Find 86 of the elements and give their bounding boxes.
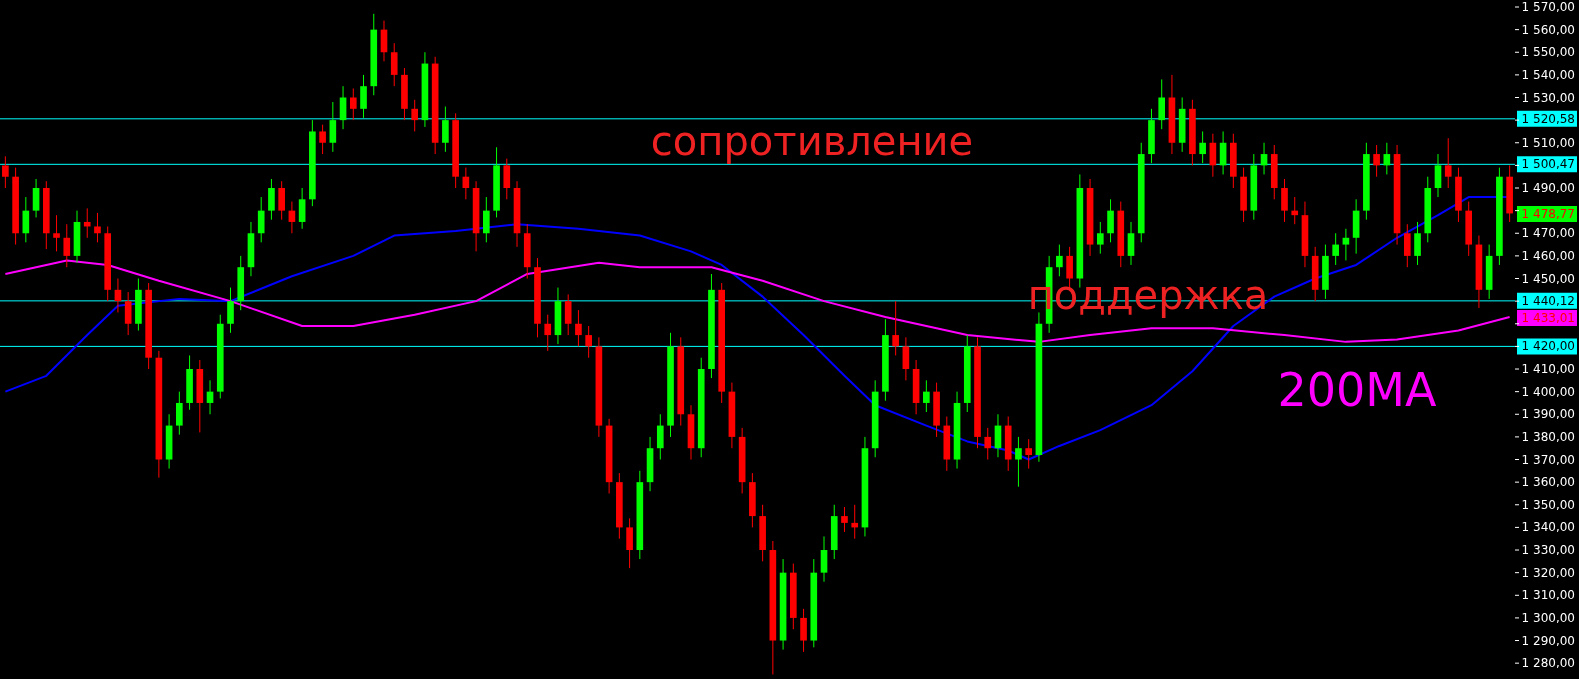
candlestick [1158,78,1166,130]
candlestick [2,155,9,189]
candlestick [390,42,398,87]
y-tick-label: 1 510,00 [1521,135,1575,150]
y-tick-label: 1 490,00 [1521,181,1575,196]
candlestick [851,504,859,540]
candlestick [820,535,828,583]
annotation: сопротивление [650,118,974,164]
y-tick-label: 1 280,00 [1521,656,1575,671]
candlestick [1332,232,1339,266]
candlestick [800,608,807,653]
candlestick [575,309,582,347]
candlestick [1107,198,1114,243]
candlestick [53,214,60,252]
y-tick-label: 1 470,00 [1521,226,1575,241]
y-tick-label: 1 530,00 [1521,90,1575,105]
y-tick-label: 1 560,00 [1521,22,1575,37]
y-tick-label: 1 300,00 [1521,610,1575,625]
candlestick [329,101,337,153]
y-tick-label: 1 310,00 [1521,588,1575,603]
candlestick [1015,436,1022,488]
candlestick [1096,221,1104,255]
candlestick [298,187,306,230]
candlestick [227,287,234,334]
candlestick [1056,244,1063,277]
candlestick [360,74,367,119]
candlestick [892,300,899,356]
candlestick [124,291,132,336]
candlestick [626,517,633,569]
candlestick [1291,196,1299,225]
candlestick [984,427,992,461]
candlestick [656,413,664,461]
candlestick [1434,153,1442,198]
candlestick [1373,144,1380,178]
candlestick [902,336,910,381]
y-tick-label: 1 460,00 [1521,248,1575,263]
candlestick [63,223,71,268]
candlestick [411,99,419,132]
y-tick-label: 1 550,00 [1521,45,1575,60]
y-tick-label: 1 380,00 [1521,429,1575,444]
candlestick [349,87,357,121]
candlestick [1444,137,1452,189]
candlestick [841,506,848,533]
candlestick [483,196,490,243]
candlestick [83,207,91,239]
y-tick-label: 1 390,00 [1521,407,1575,422]
ref-line-label: 1 500,47 [1521,157,1575,172]
candlestick [564,293,572,336]
y-tick-label: 1 370,00 [1521,452,1575,467]
candlestick [503,158,511,200]
y-tick-label: 1 410,00 [1521,362,1575,377]
y-tick-label: 1 330,00 [1521,543,1575,558]
y-tick-label: 1 570,00 [1521,0,1575,14]
candlestick [257,196,265,243]
candlestick [278,180,285,221]
y-tick-label: 1 290,00 [1521,633,1575,648]
ref-line-label: 1 420,00 [1521,339,1575,354]
ref-line-label: 1 440,12 [1521,293,1575,308]
candlestick [585,325,592,359]
candlestick [1342,228,1350,261]
y-tick-label: 1 540,00 [1521,67,1575,82]
candlestick [319,124,326,155]
candlestick [176,391,183,436]
y-tick-label: 1 340,00 [1521,520,1575,535]
candlestick [1281,178,1288,223]
candlestick [268,178,275,221]
candlestick [923,379,930,413]
text: 1 478,77 [1521,207,1575,221]
candlestick [1403,223,1411,268]
y-tick-label: 1 350,00 [1521,497,1575,512]
text: 1 433,01 [1521,311,1575,325]
y-tick-label: 1 400,00 [1521,384,1575,399]
candlestick [544,314,552,352]
series-label: 200MA [1277,363,1437,417]
y-tick-label: 1 360,00 [1521,475,1575,490]
candlestick [32,178,40,218]
line-series [4,259,1511,343]
candlestick [1414,221,1421,266]
candlestick [442,106,449,153]
ref-line-label: 1 520,58 [1521,111,1575,126]
y-tick-label: 1 320,00 [1521,565,1575,580]
candlestick [1025,438,1032,470]
y-tick-label: 1 450,00 [1521,271,1575,286]
candlestick [1199,130,1206,164]
candlestick [1127,221,1135,266]
candlestick [94,212,101,243]
